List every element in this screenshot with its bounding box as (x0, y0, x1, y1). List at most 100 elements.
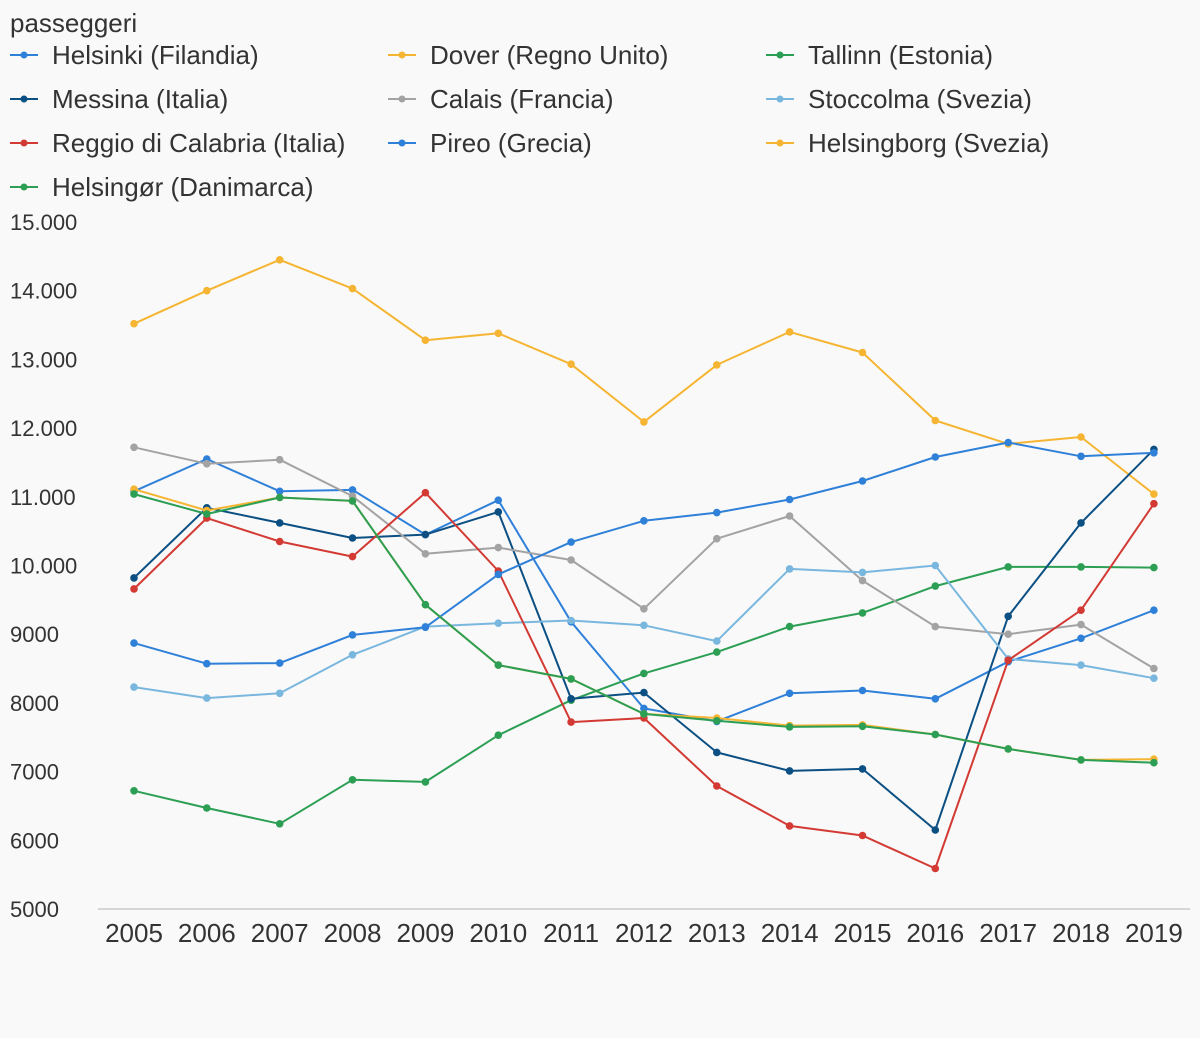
legend-label: Stoccolma (Svezia) (808, 84, 1032, 114)
data-point (494, 496, 503, 505)
data-point (275, 487, 284, 496)
data-point (567, 675, 575, 683)
x-tick-label: 2012 (615, 918, 673, 948)
series-8 (130, 438, 1158, 668)
x-tick-label: 2008 (324, 918, 382, 948)
data-point (858, 686, 867, 695)
legend-label: Helsinki (Filandia) (52, 40, 259, 70)
legend-swatch-marker (20, 51, 28, 59)
series-line (133, 491, 1155, 870)
x-tick-label: 2016 (906, 918, 964, 948)
data-point (421, 550, 430, 558)
data-point (130, 585, 138, 593)
data-point (640, 704, 648, 713)
data-point (1077, 756, 1085, 764)
y-tick-label: 9000 (10, 622, 59, 647)
data-point (1004, 745, 1012, 753)
data-point (1004, 563, 1012, 571)
data-point (203, 286, 211, 295)
data-point (640, 418, 648, 426)
data-point (494, 329, 503, 338)
data-point (1150, 449, 1158, 457)
data-point (713, 361, 721, 369)
data-point (931, 561, 940, 570)
legend-label: Reggio di Calabria (Italia) (52, 128, 345, 158)
legend-swatch-marker (776, 139, 784, 147)
legend-label: Calais (Francia) (430, 84, 614, 114)
data-point (931, 730, 940, 739)
legend-swatch-marker (776, 95, 784, 103)
x-tick-label: 2017 (979, 918, 1037, 948)
data-point (640, 710, 648, 718)
data-point (275, 493, 284, 502)
y-tick-label: 14.000 (10, 279, 77, 304)
data-point (203, 460, 211, 468)
data-point (421, 600, 430, 609)
legend-item: Tallinn (Estonia) (766, 40, 993, 70)
data-point (348, 631, 357, 639)
legend-item: Calais (Francia) (388, 84, 614, 114)
data-point (785, 689, 794, 698)
data-point (348, 534, 357, 542)
legend-item: Helsingør (Danimarca) (10, 172, 314, 202)
data-point (931, 826, 940, 834)
legend-item: Helsingborg (Svezia) (766, 128, 1049, 158)
y-tick-label: 6000 (10, 828, 59, 853)
data-point (348, 776, 357, 784)
legend-swatch-marker (776, 51, 784, 59)
data-point (1077, 634, 1085, 643)
data-point (640, 669, 648, 678)
series-7 (130, 488, 1158, 873)
legend-label: Helsingborg (Svezia) (808, 128, 1049, 158)
y-axis: 5000 6000 7000 8000 9000 10.000 11.000 12.000 13… (10, 210, 77, 922)
data-point (421, 530, 430, 539)
y-tick-label: 12.000 (10, 416, 77, 441)
data-point (858, 831, 867, 840)
data-point (1077, 433, 1085, 441)
legend-item: Reggio di Calabria (Italia) (10, 128, 345, 158)
data-point (858, 609, 867, 617)
x-tick-label: 2010 (469, 918, 527, 948)
data-point (494, 508, 503, 516)
data-point (785, 622, 794, 631)
data-point (203, 510, 211, 518)
data-point (713, 748, 721, 757)
legend-label: Pireo (Grecia) (430, 128, 592, 158)
data-point (1150, 664, 1158, 673)
y-tick-label: 7000 (10, 760, 59, 785)
data-point (1004, 438, 1012, 447)
data-point (348, 486, 357, 494)
data-point (1150, 606, 1158, 614)
data-point (567, 538, 575, 546)
legend-swatch-marker (398, 139, 406, 147)
data-point (785, 512, 794, 520)
x-tick-label: 2019 (1125, 918, 1183, 948)
y-tick-label: 11.000 (10, 485, 76, 510)
y-tick-label: 5000 (10, 897, 59, 922)
legend-swatch-marker (20, 139, 28, 147)
data-point (858, 568, 867, 577)
data-point (567, 556, 575, 564)
data-point (785, 822, 794, 830)
data-point (640, 621, 648, 630)
data-point (421, 623, 430, 632)
y-tick-label: 8000 (10, 691, 59, 716)
data-point (785, 767, 794, 775)
data-point (1004, 630, 1012, 638)
data-point (713, 508, 721, 517)
data-point (203, 659, 211, 668)
data-point (931, 622, 940, 631)
data-point (130, 787, 138, 795)
y-tick-label: 10.000 (10, 554, 77, 579)
data-point (275, 255, 284, 264)
legend-item: Helsinki (Filandia) (10, 40, 259, 70)
x-tick-label: 2011 (543, 918, 599, 948)
series-2 (130, 255, 1158, 498)
legend-swatch-marker (398, 95, 406, 103)
data-point (275, 659, 284, 667)
legend-item: Pireo (Grecia) (388, 128, 592, 158)
data-point (1077, 519, 1085, 527)
legend-label: Helsingør (Danimarca) (52, 172, 314, 202)
data-point (1150, 674, 1158, 682)
data-point (494, 619, 503, 627)
